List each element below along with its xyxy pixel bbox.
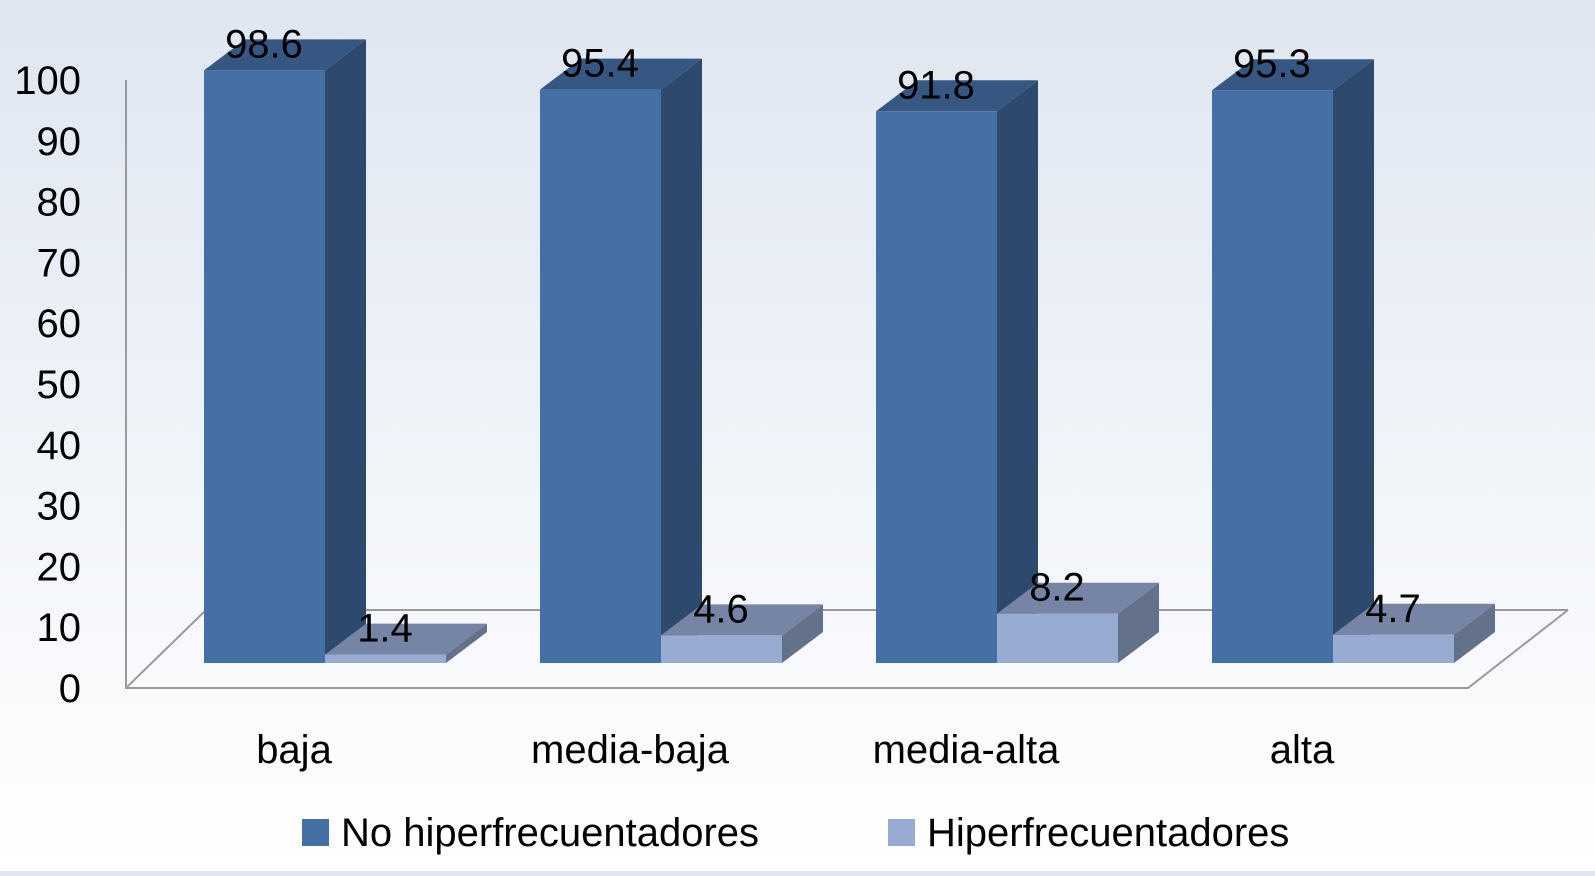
- data-label: 91.8: [897, 63, 975, 107]
- data-label: 4.7: [1365, 587, 1421, 631]
- bar-top-face: [1333, 603, 1495, 635]
- bar-3d: 4.6: [661, 587, 823, 663]
- bar-3d: 95.4: [540, 42, 702, 664]
- y-tick-label: 90: [37, 120, 82, 164]
- bar-top-face: [1212, 59, 1374, 91]
- bar-side-face: [1118, 582, 1159, 663]
- bar-series: 98.6 1.4 95.4 4.6 91.8 8.2 95.3 4.7: [204, 22, 1495, 664]
- bar-3d: 95.3: [1212, 42, 1374, 663]
- legend-swatch: [888, 819, 915, 846]
- legend-label: No hiperfrecuentadores: [341, 811, 759, 855]
- bar-front-face: [204, 70, 325, 663]
- bar-front-face: [1333, 634, 1454, 663]
- legend-swatch: [302, 819, 329, 846]
- bar-3d: 91.8: [876, 63, 1038, 664]
- data-label: 98.6: [225, 22, 303, 66]
- bar-3d: 4.7: [1333, 587, 1495, 663]
- x-tick-label: baja: [256, 728, 332, 772]
- x-tick-label: media-alta: [873, 728, 1061, 772]
- data-label: 4.6: [693, 587, 749, 631]
- bar-side-face: [1454, 603, 1495, 663]
- x-axis: baja media-baja media-alta alta: [256, 728, 1335, 772]
- axis-frame-line: [125, 80, 1569, 689]
- bar-top-face: [876, 80, 1038, 112]
- bar-side-face: [446, 623, 487, 663]
- y-axis: 0 10 20 30 40 50 60 70 80 90 100: [14, 59, 81, 711]
- bar-top-face: [204, 39, 366, 71]
- legend-item: Hiperfrecuentadores: [888, 811, 1289, 855]
- data-label: 8.2: [1029, 566, 1085, 610]
- y-tick-label: 60: [37, 302, 82, 346]
- data-label: 95.4: [561, 42, 639, 86]
- y-tick-label: 0: [59, 667, 81, 711]
- bar-front-face: [325, 654, 446, 663]
- bar-3d: 8.2: [997, 566, 1159, 663]
- y-tick-label: 20: [37, 545, 82, 589]
- legend-item: No hiperfrecuentadores: [302, 811, 759, 855]
- bar-front-face: [661, 635, 782, 663]
- x-tick-label: media-baja: [531, 728, 730, 772]
- legend: No hiperfrecuentadores Hiperfrecuentadore…: [302, 811, 1289, 855]
- bar-top-face: [997, 582, 1159, 614]
- y-tick-label: 40: [37, 424, 82, 468]
- y-tick-label: 100: [14, 59, 81, 103]
- bar-3d: 98.6: [204, 22, 366, 663]
- y-tick-label: 80: [37, 181, 82, 225]
- bar-front-face: [876, 111, 997, 664]
- bar-side-face: [997, 80, 1038, 664]
- legend-label: Hiperfrecuentadores: [927, 811, 1289, 855]
- y-tick-label: 10: [37, 606, 82, 650]
- data-label: 95.3: [1233, 42, 1311, 86]
- x-tick-label: alta: [1270, 728, 1335, 772]
- bar-top-face: [661, 604, 823, 636]
- bar-top-face: [540, 58, 702, 90]
- bar-top-face: [325, 623, 487, 655]
- bar-3d: 1.4: [325, 607, 487, 663]
- bar-side-face: [782, 604, 823, 663]
- data-label: 1.4: [357, 607, 413, 651]
- bar-side-face: [661, 58, 702, 664]
- y-tick-label: 70: [37, 241, 82, 285]
- y-tick-label: 30: [37, 485, 82, 529]
- bar-front-face: [540, 89, 661, 663]
- bar-side-face: [1333, 59, 1374, 663]
- bar-side-face: [325, 39, 366, 663]
- y-tick-label: 50: [37, 363, 82, 407]
- bar-front-face: [997, 613, 1118, 663]
- bar-front-face: [1212, 90, 1333, 663]
